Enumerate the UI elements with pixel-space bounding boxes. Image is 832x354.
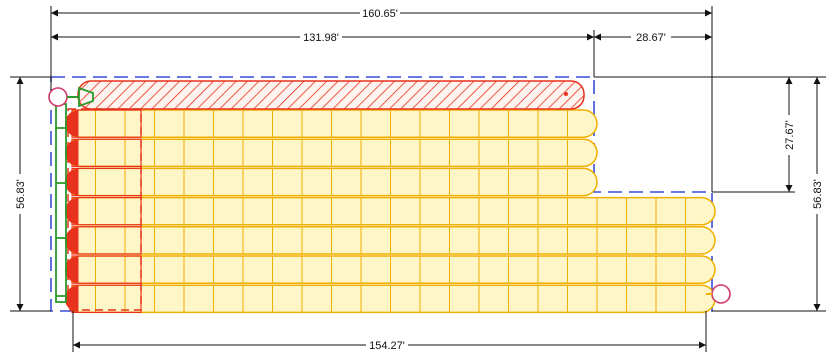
isolator-chamber-segment (71, 255, 142, 284)
right-section-width-label: 28.67' (636, 32, 666, 44)
header-end-marker (564, 92, 568, 96)
chamber-grid (65, 109, 716, 314)
overall-width-label: 160.65' (362, 8, 398, 20)
isolator-header-row (77, 80, 585, 110)
left-section-width-label: 131.98' (303, 32, 339, 44)
step-height-label: 27.67' (784, 120, 796, 150)
isolator-zone-outline (67, 108, 142, 311)
isolator-chamber-segment (71, 138, 142, 167)
inlet-port (48, 87, 68, 107)
left-height-label: 56.83' (15, 179, 27, 209)
bottom-width-label: 154.27' (369, 340, 405, 352)
outlet-port (711, 284, 731, 304)
isolator-chamber-segment (71, 109, 142, 138)
isolator-chamber-segment (71, 226, 142, 255)
right-height-label: 56.83' (812, 179, 824, 209)
